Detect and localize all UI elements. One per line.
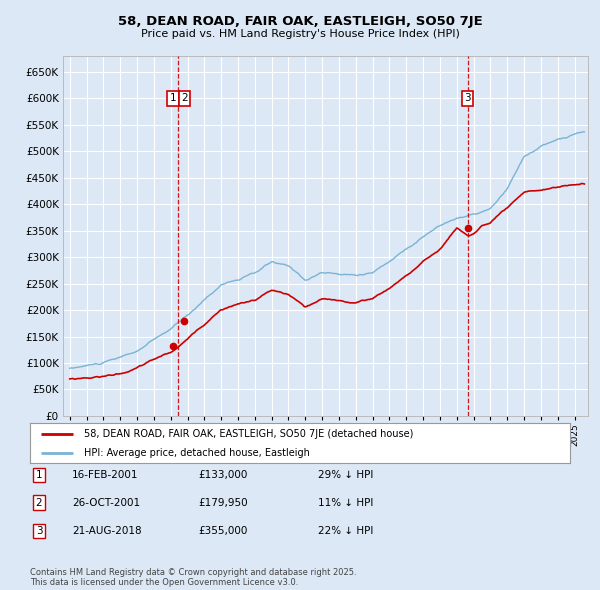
Text: 2: 2: [181, 93, 188, 103]
Text: HPI: Average price, detached house, Eastleigh: HPI: Average price, detached house, East…: [84, 448, 310, 458]
Text: 21-AUG-2018: 21-AUG-2018: [72, 526, 142, 536]
Text: £133,000: £133,000: [198, 470, 247, 480]
Text: 26-OCT-2001: 26-OCT-2001: [72, 498, 140, 507]
Text: 58, DEAN ROAD, FAIR OAK, EASTLEIGH, SO50 7JE (detached house): 58, DEAN ROAD, FAIR OAK, EASTLEIGH, SO50…: [84, 430, 413, 440]
Text: 29% ↓ HPI: 29% ↓ HPI: [318, 470, 373, 480]
Text: 11% ↓ HPI: 11% ↓ HPI: [318, 498, 373, 507]
Text: 1: 1: [169, 93, 176, 103]
Text: £355,000: £355,000: [198, 526, 247, 536]
Text: 58, DEAN ROAD, FAIR OAK, EASTLEIGH, SO50 7JE: 58, DEAN ROAD, FAIR OAK, EASTLEIGH, SO50…: [118, 15, 482, 28]
Text: 22% ↓ HPI: 22% ↓ HPI: [318, 526, 373, 536]
Text: Price paid vs. HM Land Registry's House Price Index (HPI): Price paid vs. HM Land Registry's House …: [140, 29, 460, 39]
Text: 2: 2: [35, 498, 43, 507]
Text: 16-FEB-2001: 16-FEB-2001: [72, 470, 139, 480]
Text: 1: 1: [35, 470, 43, 480]
Text: £179,950: £179,950: [198, 498, 248, 507]
Text: 3: 3: [464, 93, 471, 103]
Text: Contains HM Land Registry data © Crown copyright and database right 2025.
This d: Contains HM Land Registry data © Crown c…: [30, 568, 356, 587]
Text: 3: 3: [35, 526, 43, 536]
